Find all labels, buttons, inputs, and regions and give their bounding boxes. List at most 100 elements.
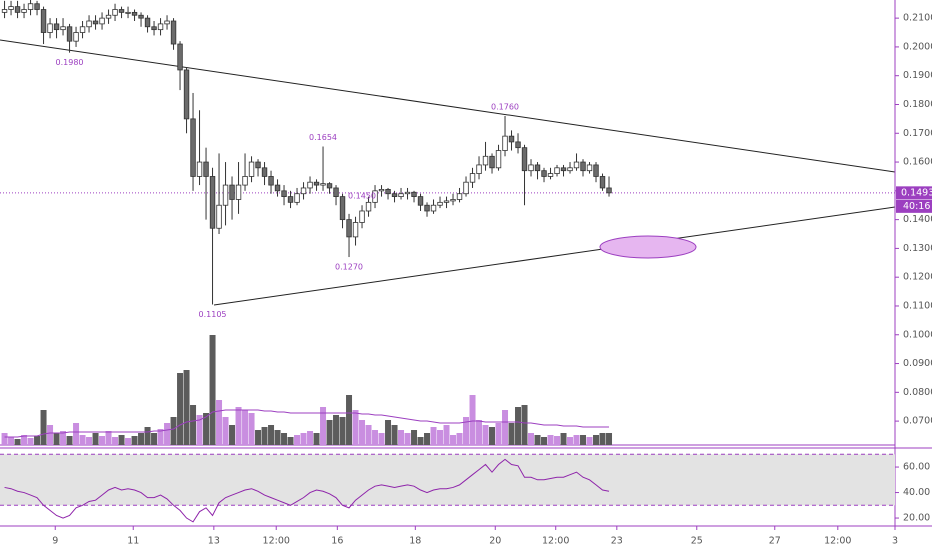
volume-bar: [573, 435, 580, 445]
volume-bar: [411, 430, 418, 445]
candle-body: [385, 188, 391, 195]
volume-bar: [112, 437, 119, 445]
rsi-line: [4, 458, 610, 523]
x-tick-label: 16: [331, 536, 343, 547]
volume-bar: [489, 427, 496, 445]
volume-bar: [144, 427, 151, 445]
x-tick-label: 18: [409, 536, 421, 547]
candle-body: [131, 11, 138, 16]
x-tick-label: 12:00: [542, 536, 569, 547]
price-annotation: 0.1450: [348, 192, 376, 201]
candle-body: [99, 17, 105, 25]
candle-body: [216, 204, 222, 229]
candle-body: [47, 23, 53, 33]
candle-body: [554, 167, 560, 174]
candle-body: [534, 164, 541, 172]
candle-body: [274, 184, 281, 192]
volume-bar: [385, 420, 392, 445]
volume-bar: [1, 433, 8, 445]
candle-body: [170, 20, 177, 45]
volume-bar: [86, 437, 93, 445]
volume-bar: [255, 430, 262, 445]
volume-bar: [34, 436, 41, 445]
candle-body: [261, 167, 268, 177]
rsi-band: [0, 454, 895, 506]
volume-bar: [118, 435, 125, 445]
candle-body: [300, 187, 307, 195]
volume-bar: [333, 415, 340, 445]
candle-body: [521, 147, 528, 172]
volume-bar: [151, 433, 158, 445]
volume-bar: [450, 435, 457, 445]
price-annotation: 0.1654: [309, 133, 337, 142]
highlight-ellipse: [599, 235, 697, 259]
x-tick-label: 23: [611, 536, 623, 547]
candle-body: [190, 118, 196, 177]
volume-bar: [593, 435, 600, 445]
candle-body: [287, 196, 294, 203]
candle-body: [138, 14, 144, 19]
volume-bar: [469, 395, 476, 445]
candle-body: [229, 184, 235, 200]
candle-body: [125, 11, 131, 14]
volume-bar: [261, 427, 268, 445]
candle-body: [586, 164, 593, 172]
candle-body: [313, 181, 320, 186]
volume-bar: [378, 433, 385, 445]
candle-body: [450, 199, 456, 202]
rsi-tick-label: 40.00: [903, 487, 930, 498]
candle-body: [430, 204, 437, 212]
volume-bar: [27, 438, 34, 445]
candle-body: [469, 173, 476, 183]
candle-body: [339, 196, 346, 221]
candle-body: [248, 161, 255, 177]
candle-body: [599, 176, 606, 189]
candle-body: [476, 164, 482, 174]
volume-bar: [300, 433, 307, 445]
volume-bar: [73, 423, 80, 445]
candle-body: [79, 26, 86, 33]
volume-bar: [437, 430, 444, 445]
volume-ma-line: [4, 409, 610, 438]
volume-bar: [443, 425, 450, 445]
volume-bar: [521, 405, 528, 445]
candle-body: [489, 155, 495, 169]
candle-body: [27, 3, 34, 10]
volume-bar: [274, 430, 281, 445]
volume-bar: [541, 437, 548, 445]
volume-bar: [567, 437, 574, 445]
last-price-label: 0.1493: [901, 187, 932, 198]
volume-bar: [456, 433, 463, 445]
candle-body: [528, 164, 534, 172]
candle-body: [92, 20, 99, 25]
volume-bar: [476, 420, 483, 445]
volume-bar: [66, 436, 73, 445]
candle-body: [183, 69, 190, 120]
volume-bar: [235, 407, 242, 445]
candle-body: [567, 167, 573, 172]
volume-bar: [40, 410, 47, 445]
candle-body: [593, 164, 599, 177]
candle-body: [196, 161, 203, 177]
volume-bar: [203, 413, 210, 445]
volume-bar: [183, 370, 190, 445]
price-annotation: 0.1980: [56, 58, 84, 67]
rsi-tick-label: 20.00: [903, 513, 930, 524]
candle-body: [391, 193, 398, 197]
volume-bar: [430, 427, 437, 445]
candle-body: [580, 161, 586, 172]
candle-body: [437, 201, 443, 206]
last-price-box: [896, 186, 932, 200]
candle-body: [86, 20, 92, 28]
volume-bar: [92, 433, 99, 445]
candle-body: [495, 150, 502, 169]
x-tick-label: 13: [208, 536, 220, 547]
volume-bar: [53, 433, 60, 445]
candle-body: [508, 135, 515, 143]
